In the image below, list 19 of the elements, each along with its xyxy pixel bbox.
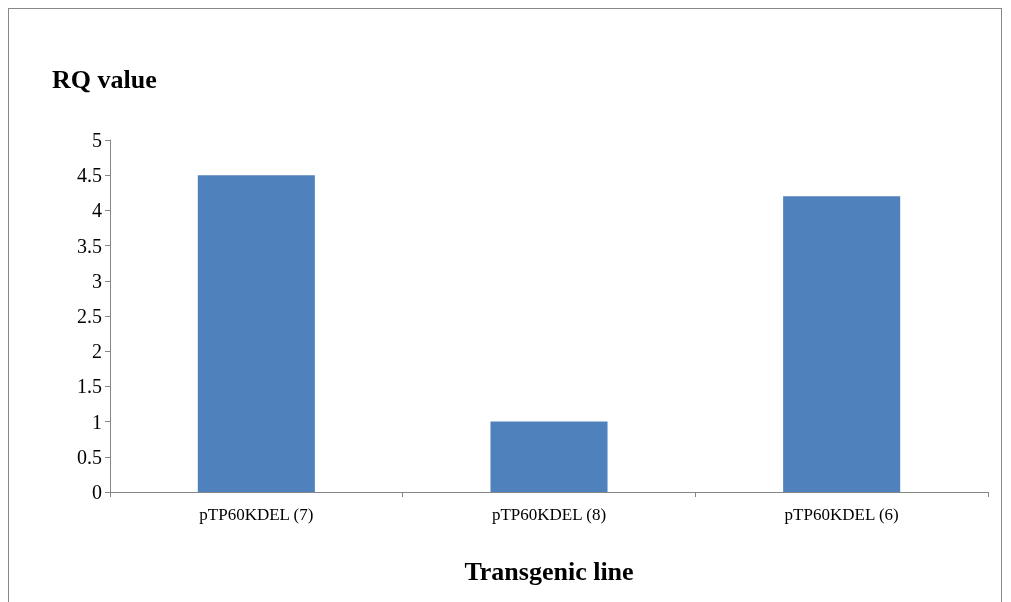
x-axis-title: Transgenic line bbox=[464, 556, 634, 586]
y-tick-label: 3.5 bbox=[77, 234, 102, 257]
y-tick-label: 4 bbox=[92, 199, 102, 222]
y-tick-label: 0.5 bbox=[77, 445, 102, 468]
x-tick-label: pTP60KDEL (8) bbox=[491, 505, 607, 524]
bar bbox=[490, 421, 608, 492]
x-tick-label: pTP60KDEL (6) bbox=[784, 505, 899, 524]
bar bbox=[197, 175, 315, 492]
y-tick-label: 4.5 bbox=[77, 164, 102, 187]
y-tick-label: 5 bbox=[92, 129, 102, 151]
y-tick-label: 1.5 bbox=[77, 375, 102, 398]
y-tick-label: 3 bbox=[92, 269, 102, 292]
y-tick-label: 0 bbox=[92, 481, 102, 503]
y-tick-label: 2 bbox=[92, 340, 102, 363]
y-tick-label: 1 bbox=[92, 410, 102, 433]
bar bbox=[783, 196, 901, 492]
y-axis-title: RQ value bbox=[52, 64, 157, 94]
y-tick-label: 2.5 bbox=[77, 305, 102, 327]
x-tick-label: pTP60KDEL (7) bbox=[199, 505, 314, 524]
